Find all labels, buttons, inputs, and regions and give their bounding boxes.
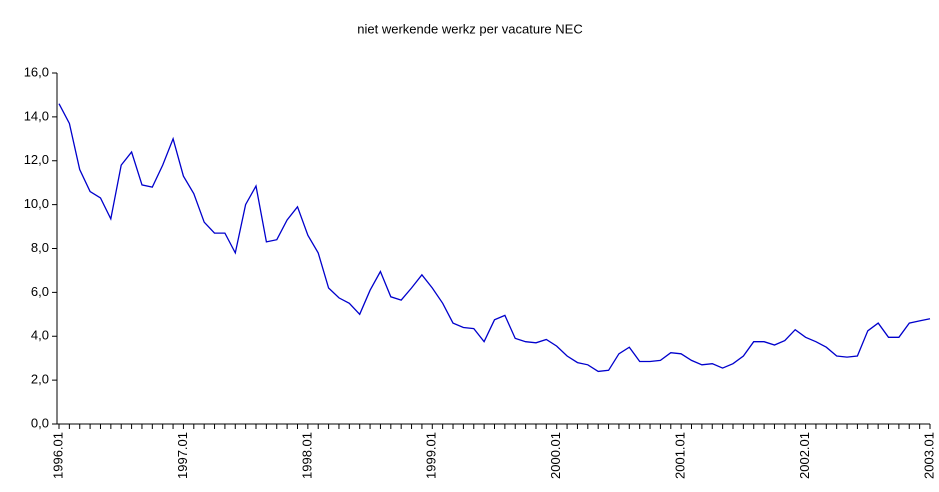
x-tick-label: 1998.01 [299,432,314,479]
y-tick-label: 6,0 [31,284,49,299]
data-line [58,103,931,373]
x-tick-label: 1997.01 [175,432,190,479]
y-tick-label: 10,0 [24,196,49,211]
x-tick-label: 2003.01 [921,432,936,479]
y-tick-label: 12,0 [24,152,49,167]
x-tick-label: 2002.01 [797,432,812,479]
y-tick-label: 14,0 [24,108,49,123]
chart-title: niet werkende werkz per vacature NEC [357,21,582,36]
y-tick-label: 16,0 [24,64,49,79]
x-tick-label: 1999.01 [424,432,439,479]
x-tick-label: 2000.01 [548,432,563,479]
x-tick-label: 1996.01 [50,432,65,479]
y-tick-label: 2,0 [31,372,49,387]
x-tick-label: 2001.01 [673,432,688,479]
y-tick-label: 0,0 [31,415,49,430]
y-tick-label: 4,0 [31,328,49,343]
y-tick-label: 8,0 [31,240,49,255]
